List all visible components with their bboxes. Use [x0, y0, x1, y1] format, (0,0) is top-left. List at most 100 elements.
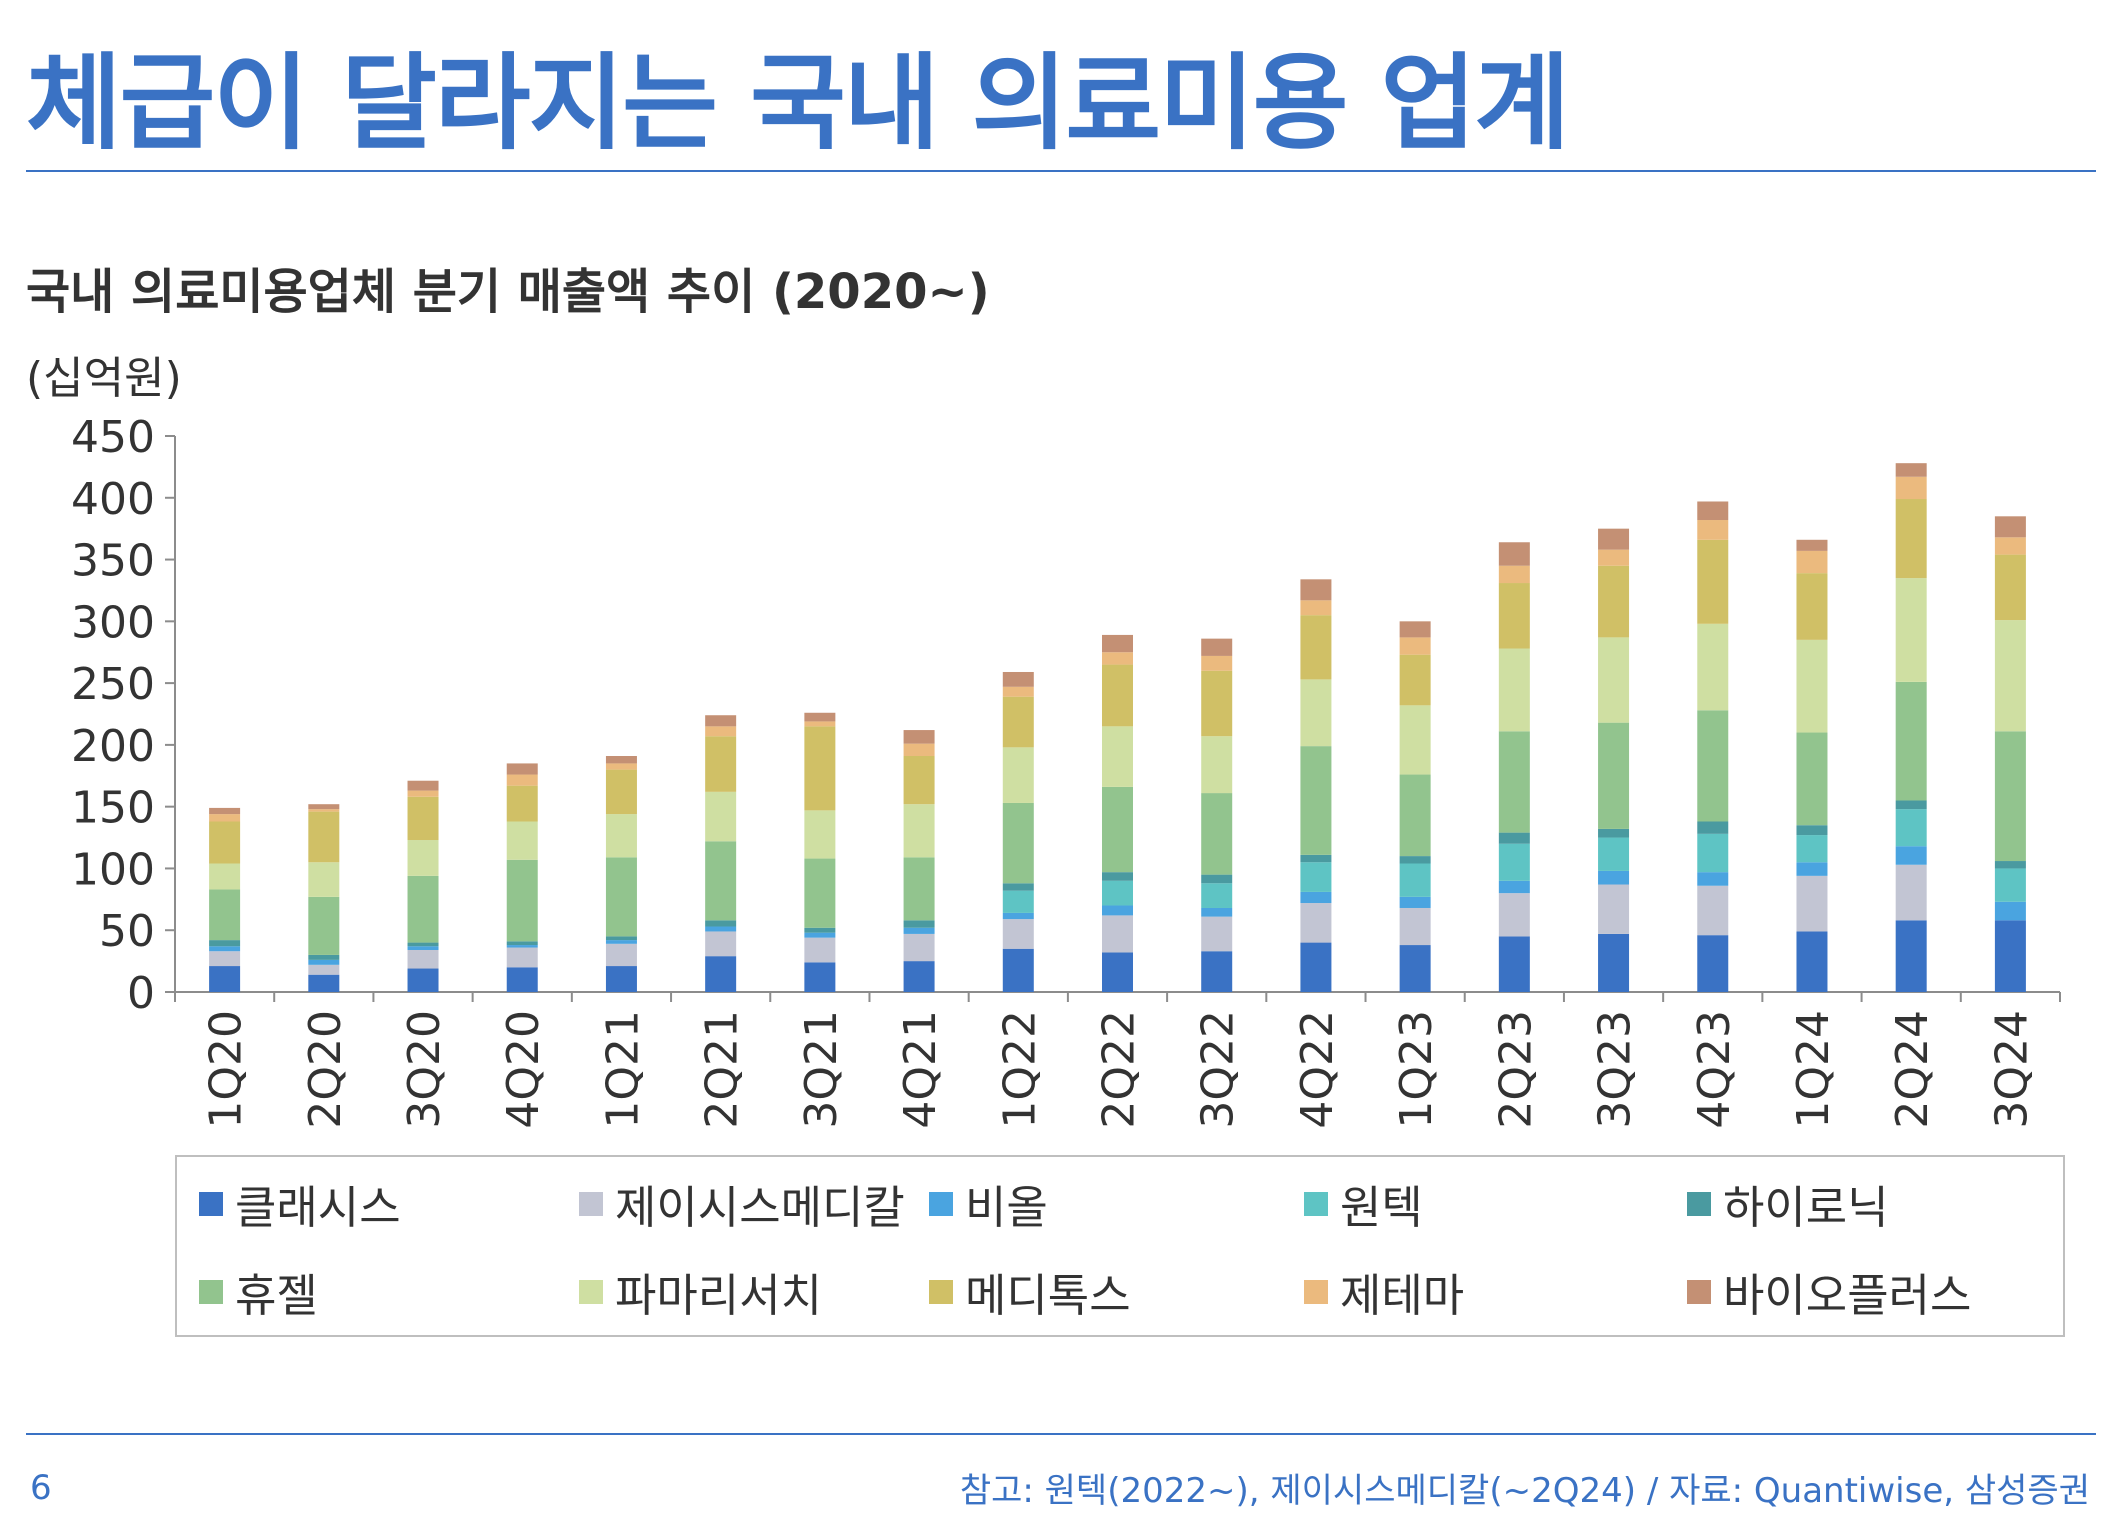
bar-segment-7: [705, 791, 737, 842]
bar-segment-5: [407, 942, 439, 947]
bar-segment-6: [1300, 746, 1332, 855]
bar-segment-8: [1796, 573, 1828, 640]
bar-segment-1: [903, 961, 935, 992]
bar-segment-7: [308, 862, 340, 897]
bar-segment-6: [1697, 710, 1729, 822]
bar-segment-8: [1102, 664, 1133, 727]
bar-segment-9: [1002, 686, 1034, 697]
bar-segment-6: [1002, 802, 1034, 884]
bar-segment-4: [1399, 863, 1431, 897]
bar-segment-8: [1697, 539, 1729, 624]
bar-segment-4: [1300, 862, 1332, 892]
bar-stack-2Q20: [308, 804, 340, 992]
bar-segment-5: [1895, 800, 1927, 810]
y-axis: 0 50 100 150 200 250 300 350 400 450: [71, 412, 176, 1019]
bar-segment-3: [605, 940, 637, 944]
chart-title: 국내 의료미용업체 분기 매출액 추이 (2020~): [26, 264, 990, 320]
bar-segment-5: [1598, 828, 1630, 838]
bar-segment-8: [1895, 499, 1927, 579]
bar-segment-6: [1201, 793, 1233, 875]
x-tick-label: 2Q24: [1887, 1010, 1938, 1129]
legend-swatch: [199, 1191, 223, 1216]
bar-segment-3: [1598, 870, 1630, 885]
x-tick-label: 1Q20: [201, 1010, 252, 1129]
source-note: 참고: 원텍(2022~), 제이시스메디칼(~2Q24) / 자료: Quan…: [959, 1471, 2090, 1511]
legend-swatch: [199, 1279, 223, 1304]
bar-segment-6: [1895, 681, 1927, 801]
legend-item: 바이오플러스: [1687, 1259, 1971, 1324]
legend-item: 제이시스메디칼: [579, 1171, 905, 1236]
bar-stack-2Q21: [705, 715, 737, 992]
bar-segment-2: [1796, 875, 1828, 932]
bar-segment-7: [1994, 620, 2026, 732]
bar-segment-2: [308, 964, 340, 975]
bar-segment-7: [506, 821, 538, 860]
bar-segment-6: [1399, 774, 1431, 857]
y-tick-label: 400: [71, 474, 155, 525]
bar-segment-7: [1498, 648, 1530, 732]
y-tick-label: 150: [71, 783, 155, 834]
legend-label: 원텍: [1340, 1181, 1423, 1234]
bar-stack-4Q21: [903, 730, 935, 992]
bar-segment-1: [705, 956, 737, 992]
legend-label: 클래시스: [235, 1181, 401, 1234]
bar-segment-1: [1498, 936, 1530, 992]
bar-segment-10: [1796, 539, 1828, 551]
bar-segment-9: [804, 721, 836, 727]
bar-segment-6: [209, 889, 241, 941]
bar-segment-10: [605, 756, 637, 764]
bar-stack-3Q22: [1201, 638, 1233, 992]
bar-segment-4: [1994, 868, 2026, 902]
bar-segment-8: [705, 736, 737, 792]
bar-segment-2: [1697, 885, 1729, 936]
bar-stack-4Q20: [506, 763, 538, 992]
bar-segment-3: [308, 959, 340, 965]
bar-segment-5: [1201, 874, 1233, 884]
bar-stack-3Q24: [1994, 516, 2026, 992]
bar-segment-3: [1697, 872, 1729, 886]
bar-segment-6: [605, 857, 637, 937]
bar-segment-9: [209, 814, 241, 822]
bar-segment-8: [407, 796, 439, 841]
bar-segment-4: [1796, 835, 1828, 863]
bar-stack-1Q22: [1002, 671, 1034, 992]
x-tick-label: 4Q23: [1689, 1010, 1740, 1129]
bar-segment-2: [1498, 893, 1530, 937]
bar-segment-10: [1994, 516, 2026, 538]
bar-stack-1Q21: [605, 756, 637, 992]
bar-segment-6: [506, 859, 538, 942]
legend-label: 제테마: [1340, 1269, 1465, 1322]
bar-segment-9: [705, 726, 737, 737]
y-tick-label: 300: [71, 597, 155, 648]
bar-segment-1: [308, 974, 340, 992]
bar-segment-1: [1002, 948, 1034, 992]
x-tick-label: 3Q23: [1590, 1010, 1641, 1129]
bar-segment-6: [308, 896, 340, 955]
legend-item: 하이로닉: [1687, 1171, 1889, 1236]
bar-segment-9: [1201, 655, 1233, 671]
bar-segment-7: [903, 804, 935, 858]
bar-segment-8: [903, 756, 935, 805]
bar-segment-10: [705, 715, 737, 727]
bar-segment-2: [506, 947, 538, 968]
y-tick-label: 200: [71, 721, 155, 772]
bar-segment-5: [1994, 861, 2026, 869]
x-tick-label: 2Q23: [1490, 1010, 1541, 1129]
bar-stack-1Q23: [1399, 621, 1431, 992]
bar-segment-10: [1697, 501, 1729, 521]
bar-segment-3: [1796, 862, 1828, 876]
legend-swatch: [579, 1191, 603, 1216]
bar-segment-9: [1498, 565, 1530, 584]
bar-segment-3: [1498, 880, 1530, 894]
bar-segment-7: [407, 840, 439, 876]
bar-segment-1: [1399, 945, 1431, 992]
x-tick-label: 1Q24: [1788, 1010, 1839, 1129]
legend-swatch: [1304, 1279, 1328, 1304]
bar-stack-1Q24: [1796, 539, 1828, 992]
bar-segment-5: [1002, 883, 1034, 891]
bar-segment-2: [903, 933, 935, 962]
page-title: 체급이 달라지는 국내 의료미용 업계: [26, 42, 1570, 164]
bar-segment-9: [1300, 600, 1332, 616]
bar-segment-10: [1498, 542, 1530, 566]
bar-segment-5: [209, 940, 241, 947]
